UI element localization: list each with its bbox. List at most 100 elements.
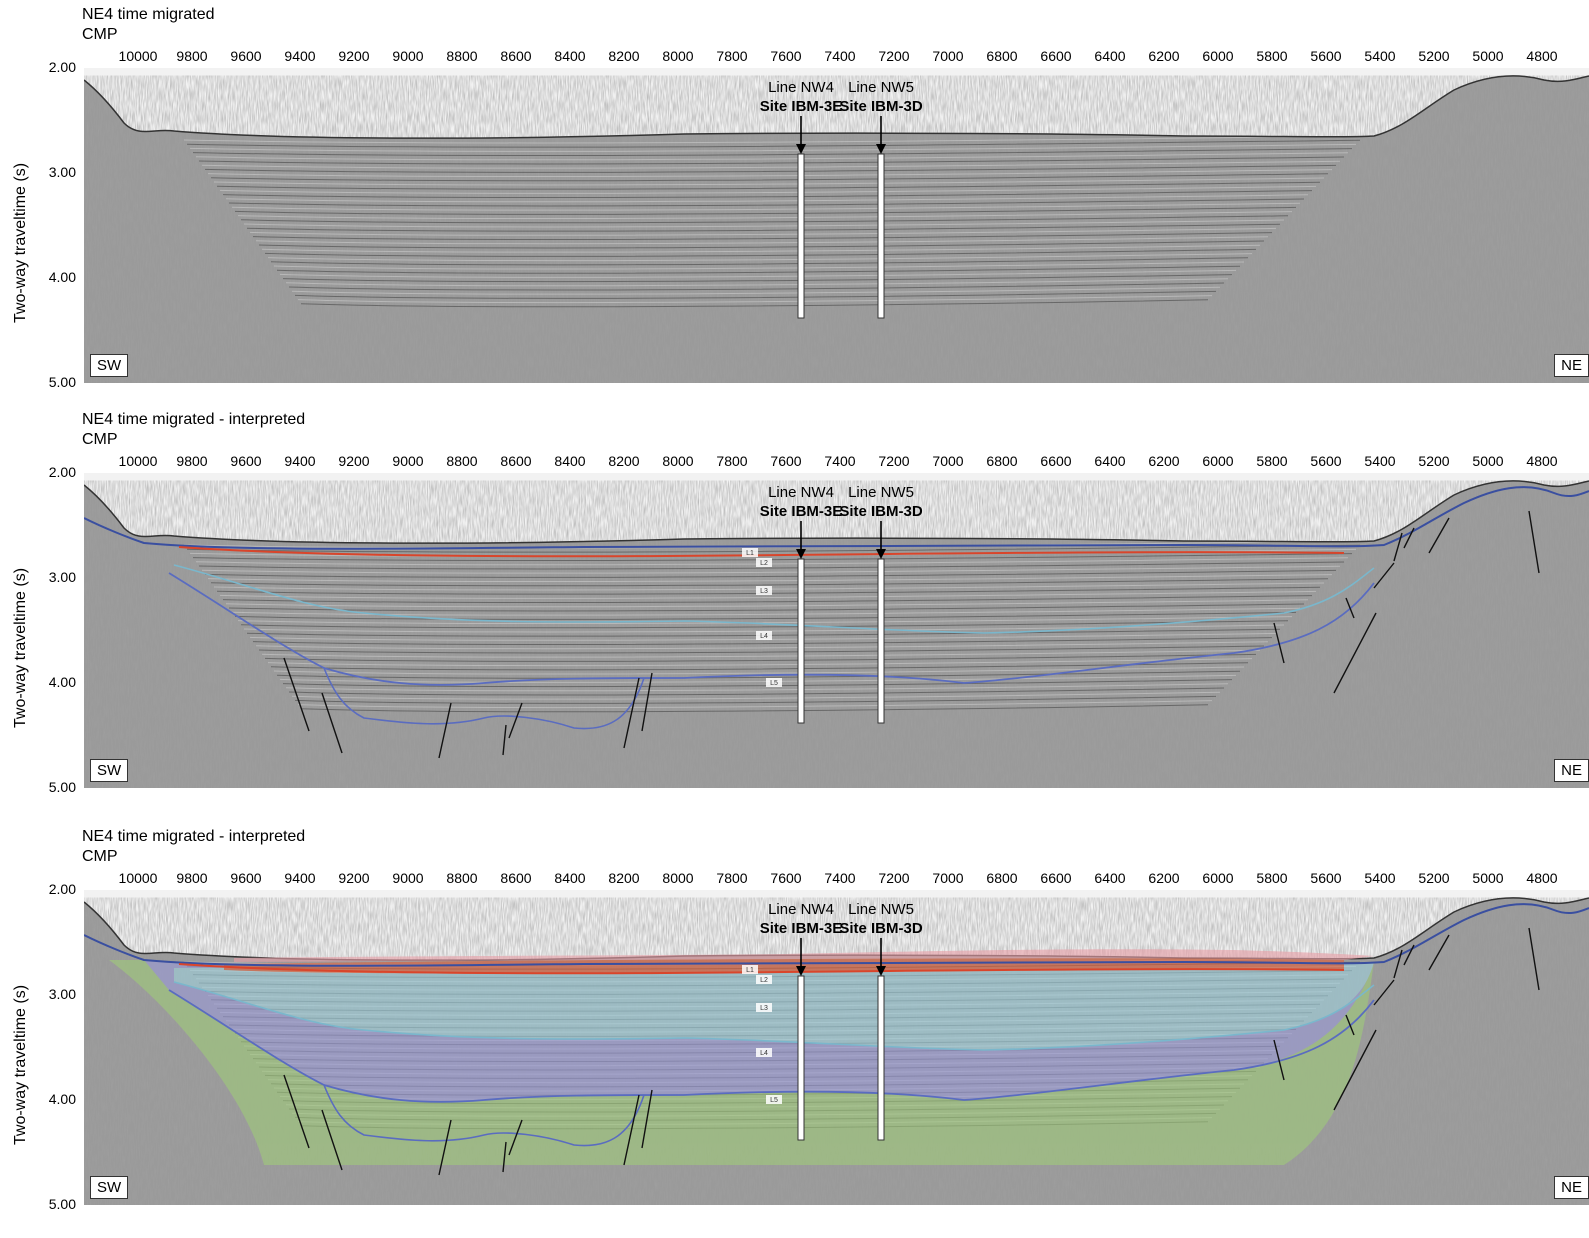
horizon-line [84,903,1589,967]
y-tick-label: 2.00 [48,59,76,75]
unit-label: L5 [770,1097,778,1104]
unit-L3-fill [174,962,1374,1050]
fault-line [623,677,640,749]
seismic-panel-interpreted: NE4 time migrated - interpreted CMP 10000 9… [0,405,1589,820]
cmp-label: CMP [82,431,118,448]
cmp-label: CMP [82,26,118,43]
unit-label: L3 [760,1005,768,1012]
corner-label-sw: SW [90,759,129,782]
x-tick-label: 9000 [392,453,424,469]
unit-label: L2 [760,977,768,984]
x-tick-label: 4800 [1526,870,1558,886]
x-tick-label: 5800 [1256,453,1288,469]
x-tick-label: 9600 [230,870,262,886]
horizon-line [323,667,645,730]
seismic-section: L1 L2 L3 L4 L5 SW NE [84,890,1589,1205]
x-tick-label: 10000 [118,48,158,64]
fault-line [502,1141,507,1173]
x-tick-label: 5200 [1418,453,1450,469]
unit-label: L1 [746,967,754,974]
unit-label: L2 [760,560,768,567]
x-tick-label: 5600 [1310,870,1342,886]
x-tick-label: 8000 [662,870,694,886]
x-tick-row: 10000 9800 9600 9400 9200 9000 8800 8600 8400 820… [0,453,1589,471]
x-tick-label: 7200 [878,870,910,886]
x-tick-label: 8200 [608,48,640,64]
corner-label-sw: SW [90,1176,129,1199]
site-name: Site IBM-3D [839,98,923,115]
x-tick-label: 5000 [1472,453,1504,469]
x-tick-label: 4800 [1526,48,1558,64]
x-tick-label: 7000 [932,48,964,64]
fault-line [283,1074,310,1149]
seismic-line-name: Line NW4 [768,484,834,501]
fault-line [1403,527,1415,549]
x-tick-label: 5600 [1310,453,1342,469]
seismic-panel-interpreted-filled: NE4 time migrated - interpreted CMP 10000 9… [0,822,1589,1238]
x-tick-label: 9400 [284,870,316,886]
corner-label-ne: NE [1554,759,1589,782]
x-tick-label: 7800 [716,48,748,64]
x-tick-label: 6000 [1202,870,1234,886]
x-tick-label: 8400 [554,870,586,886]
x-tick-label: 6200 [1148,453,1180,469]
x-tick-label: 6800 [986,453,1018,469]
x-tick-label: 5400 [1364,453,1396,469]
x-tick-label: 8000 [662,453,694,469]
fault-line [1528,927,1540,991]
x-tick-row: 10000 9800 9600 9400 9200 9000 8800 8600 8400 820… [0,870,1589,888]
x-tick-label: 5000 [1472,48,1504,64]
corner-label-sw: SW [90,354,129,377]
unit-label: L4 [760,633,768,640]
site-name: Site IBM-3D [839,920,923,937]
unit-label: L4 [760,1050,768,1057]
x-tick-label: 7000 [932,453,964,469]
x-tick-label: 7600 [770,453,802,469]
fault-line [1345,597,1355,619]
unit-label: L3 [760,588,768,595]
x-tick-label: 7800 [716,870,748,886]
site-name: Site IBM-3D [839,503,923,520]
y-tick-label: 4.00 [48,674,76,690]
y-tick-label: 5.00 [48,779,76,795]
x-tick-label: 8400 [554,453,586,469]
cmp-label: CMP [82,848,118,865]
x-tick-label: 7200 [878,48,910,64]
y-tick-label: 2.00 [48,464,76,480]
x-tick-row: 10000 9800 9600 9400 9200 9000 8800 8600 8400 820… [0,48,1589,66]
x-tick-label: 5400 [1364,870,1396,886]
horizon-line [84,486,1589,550]
x-tick-label: 8600 [500,453,532,469]
seismic-section: L1 L2 L3 L4 L5 SW NE [84,473,1589,788]
x-tick-label: 6400 [1094,48,1126,64]
x-tick-label: 9000 [392,870,424,886]
fault-line [438,702,452,759]
y-tick-label: 4.00 [48,269,76,285]
fault-line [283,657,310,732]
x-tick-label: 9400 [284,48,316,64]
x-tick-label: 9800 [176,48,208,64]
x-tick-label: 9200 [338,453,370,469]
x-tick-label: 9600 [230,48,262,64]
x-tick-label: 6800 [986,48,1018,64]
fault-line [1393,949,1403,979]
fault-line [1333,1029,1377,1111]
seismic-line-name: Line NW5 [848,901,914,918]
x-tick-label: 10000 [118,453,158,469]
fault-line [641,1089,653,1149]
fault-line [1273,622,1285,664]
seismic-line-name: Line NW5 [848,79,914,96]
unit-L1-fill [234,949,1374,962]
horizon-line [323,1084,645,1147]
y-tick-label: 4.00 [48,1091,76,1107]
x-tick-label: 5800 [1256,870,1288,886]
site-name: Site IBM-3E [759,920,843,937]
fault-line [321,692,343,754]
x-tick-label: 4800 [1526,453,1558,469]
y-tick-label: 5.00 [48,1196,76,1212]
borehole-site_b [876,521,886,724]
borehole-site_a [796,521,806,724]
borehole-site_b [876,938,886,1141]
fault-line [1428,517,1450,554]
x-tick-label: 5600 [1310,48,1342,64]
